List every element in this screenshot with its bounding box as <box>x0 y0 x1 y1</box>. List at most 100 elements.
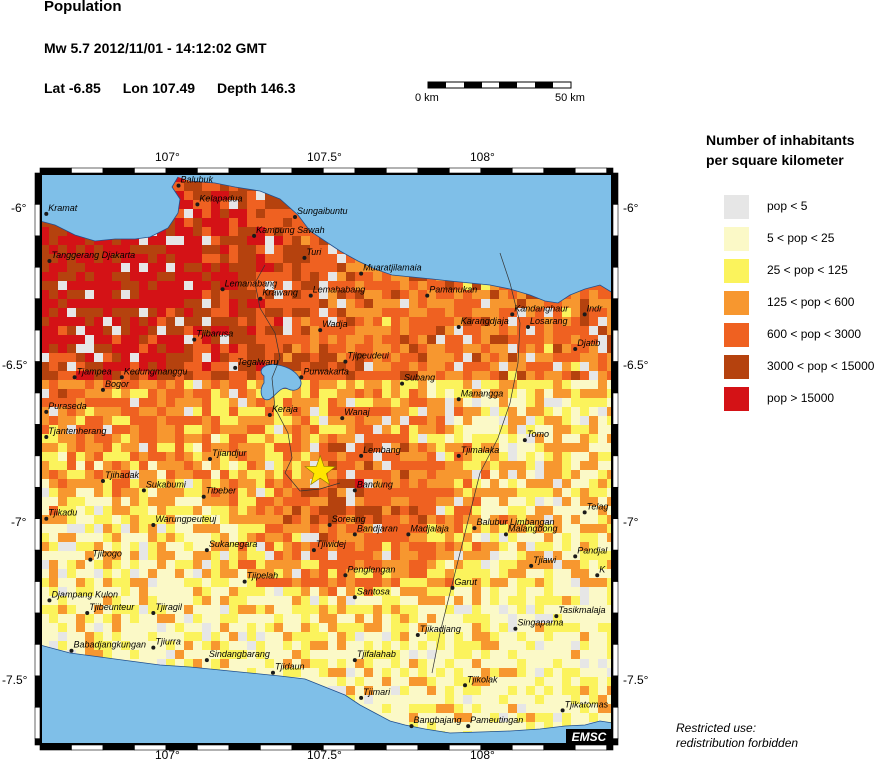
place-marker: Djampang Kulon <box>47 589 118 603</box>
emsc-badge-label: EMSC <box>572 730 607 744</box>
legend-label: 600 < pop < 3000 <box>767 327 862 341</box>
place-marker: Sukabumi <box>141 479 187 493</box>
java-sea <box>40 173 613 303</box>
latitude-label: Lat -6.85 <box>44 80 101 96</box>
longitude-label: Lon 107.49 <box>122 80 196 96</box>
place-marker: Tanggerang Djakarta <box>47 250 135 263</box>
axis-top-label: 107° <box>155 150 180 164</box>
place-dot <box>595 573 600 578</box>
legend-label: pop < 5 <box>767 199 808 213</box>
coastline <box>40 176 613 304</box>
place-dot <box>44 516 49 521</box>
place-marker: Tjimari <box>359 687 391 700</box>
map-title: Population <box>44 0 122 15</box>
place-dot <box>352 658 357 663</box>
place-dot <box>340 416 345 421</box>
place-marker: Balubuk <box>176 175 214 188</box>
indian-ocean <box>40 645 613 745</box>
place-marker: Santosa <box>352 586 390 600</box>
place-marker: Muaratjilamaia <box>359 263 422 276</box>
place-dot <box>119 375 124 380</box>
place-marker: Tjibeunteur <box>85 602 135 615</box>
place-marker: Lemahabang <box>308 285 365 298</box>
place-marker: Tjiandjur <box>208 448 248 461</box>
place-marker: Tjifalahab <box>352 649 396 663</box>
place-label: Kedungmanggu <box>124 366 188 376</box>
place-label: Pameutingan <box>470 715 523 725</box>
place-dot <box>352 532 357 537</box>
place-dot <box>88 557 93 562</box>
population-map[interactable]: Balubuk Kelapadua Kramat Sungaibuntu Kampung… <box>40 173 613 745</box>
place-marker: Tjibogo <box>88 549 122 562</box>
place-dot <box>204 548 209 553</box>
place-dot <box>400 381 405 386</box>
legend-swatch <box>724 323 749 347</box>
place-marker: Tjikatomas <box>560 699 609 713</box>
place-label: Sindangbarang <box>209 649 270 659</box>
place-marker: Losarang <box>525 316 568 329</box>
depth-label: Depth 146.3 <box>216 80 296 96</box>
place-label: Tjikadjang <box>420 624 461 634</box>
place-label: Tjiurra <box>155 637 181 647</box>
place-label: Djatib <box>577 338 600 348</box>
place-marker: Babadjangkungan <box>69 640 146 653</box>
place-label: Malangbong <box>508 523 558 533</box>
place-label: Tjiragil <box>155 602 183 612</box>
place-dot <box>299 375 304 380</box>
place-dot <box>47 259 52 263</box>
place-label: Tjimalaka <box>461 445 500 455</box>
place-dot <box>352 595 357 600</box>
place-marker: Purwakarta <box>299 366 349 380</box>
place-dot <box>258 296 263 301</box>
place-label: Tjikolak <box>467 674 498 684</box>
place-label: Tjimari <box>363 687 391 697</box>
place-label: Subang <box>404 373 435 383</box>
place-marker: Sindangbarang <box>204 649 270 663</box>
legend-label: 5 < pop < 25 <box>767 231 835 245</box>
axis-right-label: -7.5° <box>623 673 649 687</box>
place-marker: Tjidaun <box>270 662 305 675</box>
place-label: Bandung <box>357 479 393 489</box>
place-dot <box>513 626 518 631</box>
place-dot <box>151 611 156 615</box>
legend-swatch <box>724 227 749 251</box>
place-marker: Balubur Limbangan <box>472 517 555 531</box>
place-dot <box>343 359 348 364</box>
legend-label: 3000 < pop < 15000 <box>767 359 875 373</box>
place-label: Tjiandjur <box>212 448 248 458</box>
place-marker: Djatib <box>573 338 600 351</box>
place-dot <box>311 548 316 553</box>
restricted-line2: redistribution forbidden <box>676 736 799 750</box>
epicenter-star[interactable] <box>304 454 337 486</box>
axis-left-label: -6.5° <box>2 358 28 372</box>
map-border <box>40 173 613 745</box>
place-dot <box>582 312 587 317</box>
place-marker: Pandjal <box>573 545 608 559</box>
place-marker: Manangga <box>456 388 503 402</box>
axis-bottom-label: 108° <box>470 748 495 762</box>
place-dot <box>72 375 77 380</box>
place-marker: Lemanabang <box>220 278 277 292</box>
place-marker: Bogor <box>100 379 130 392</box>
place-dot <box>220 287 225 292</box>
place-marker: Singaparna <box>513 618 563 631</box>
axis-right-label: -6.5° <box>623 358 649 372</box>
place-label: Lembang <box>363 445 401 455</box>
place-marker: Puraseda <box>44 401 87 414</box>
place-dot <box>208 457 213 461</box>
place-marker: Keraja <box>267 404 298 417</box>
place-marker: Sungaibuntu <box>293 206 348 219</box>
place-dot <box>359 695 364 700</box>
place-marker: Tjikadu <box>44 508 77 521</box>
place-marker: Tjimalaka <box>456 445 500 458</box>
place-label: Bangbajang <box>414 715 462 725</box>
place-dot <box>302 255 307 260</box>
place-marker: Kedungmanggu <box>119 366 188 380</box>
place-dot <box>176 183 181 188</box>
place-marker: Tomo <box>522 429 549 443</box>
place-markers: Balubuk Kelapadua Kramat Sungaibuntu Kampung… <box>44 175 609 729</box>
place-dot <box>308 293 313 298</box>
place-marker: Kelapadua <box>195 193 242 207</box>
place-marker: Tjiawi <box>529 555 557 568</box>
place-label: Muaratjilamaia <box>363 263 422 273</box>
